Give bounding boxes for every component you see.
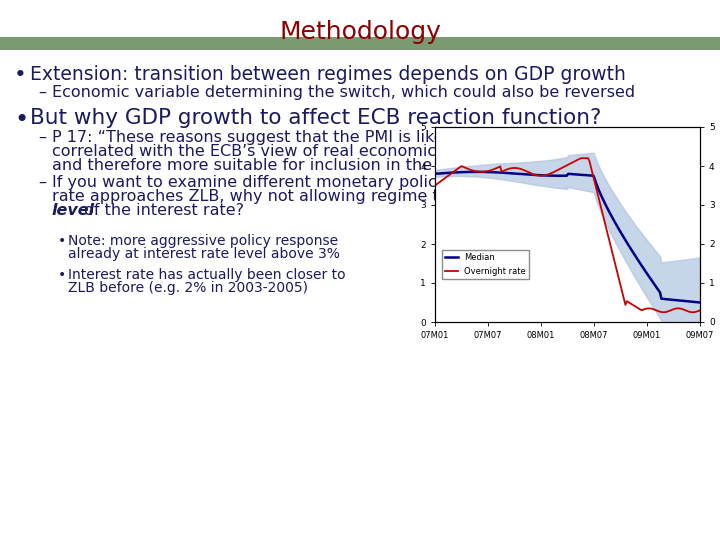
Text: Methodology: Methodology bbox=[279, 20, 441, 44]
Overnight rate bbox=[696, 307, 704, 314]
Overnight rate bbox=[480, 168, 489, 175]
Text: of the interest rate?: of the interest rate? bbox=[79, 203, 244, 218]
Text: •: • bbox=[58, 234, 66, 248]
Text: correlated with the ECB’s view of real economic activity than real GDP,: correlated with the ECB’s view of real e… bbox=[52, 144, 623, 159]
Median bbox=[446, 170, 455, 176]
Overnight rate bbox=[431, 183, 439, 189]
Text: and therefore more suitable for inclusion in the reaction function”: and therefore more suitable for inclusio… bbox=[52, 158, 581, 173]
Median bbox=[472, 168, 481, 175]
Median bbox=[684, 298, 693, 305]
Median bbox=[675, 297, 683, 303]
Overnight rate bbox=[441, 174, 450, 181]
Median bbox=[441, 170, 450, 176]
Legend: Median, Overnight rate: Median, Overnight rate bbox=[442, 250, 529, 279]
Text: level: level bbox=[52, 203, 95, 218]
Text: Economic variable determining the switch, which could also be reversed: Economic variable determining the switch… bbox=[52, 85, 635, 100]
Text: ZLB before (e.g. 2% in 2003-2005): ZLB before (e.g. 2% in 2003-2005) bbox=[68, 281, 308, 295]
Text: already at interest rate level above 3%: already at interest rate level above 3% bbox=[68, 247, 340, 261]
Text: •: • bbox=[58, 268, 66, 282]
Median bbox=[481, 168, 490, 175]
Bar bbox=[0, 37, 720, 50]
Text: But why GDP growth to affect ECB reaction function?: But why GDP growth to affect ECB reactio… bbox=[30, 108, 601, 128]
Text: P 17: “These reasons suggest that the PMI is likely to be more strongly: P 17: “These reasons suggest that the PM… bbox=[52, 130, 621, 145]
Text: If you want to examine different monetary policy behavior when interest: If you want to examine different monetar… bbox=[52, 175, 637, 190]
Line: Overnight rate: Overnight rate bbox=[435, 158, 700, 312]
Median bbox=[431, 171, 439, 177]
Median bbox=[503, 170, 511, 176]
Overnight rate bbox=[685, 308, 693, 315]
Overnight rate bbox=[577, 155, 586, 161]
Text: –: – bbox=[38, 175, 46, 190]
Line: Median: Median bbox=[435, 172, 700, 302]
Median bbox=[696, 299, 704, 306]
Text: Extension: transition between regimes depends on GDP growth: Extension: transition between regimes de… bbox=[30, 65, 626, 84]
Text: Note: more aggressive policy response: Note: more aggressive policy response bbox=[68, 234, 338, 248]
Text: –: – bbox=[38, 85, 46, 100]
Text: •: • bbox=[14, 108, 28, 132]
Overnight rate bbox=[675, 305, 684, 312]
Text: rate approaches ZLB, why not allowing regime to be dependent on: rate approaches ZLB, why not allowing re… bbox=[52, 189, 591, 204]
Text: •: • bbox=[14, 65, 27, 85]
Overnight rate bbox=[446, 171, 455, 177]
Text: –: – bbox=[38, 130, 46, 145]
Overnight rate bbox=[660, 309, 668, 315]
Text: Interest rate has actually been closer to: Interest rate has actually been closer t… bbox=[68, 268, 346, 282]
Overnight rate bbox=[501, 167, 510, 173]
